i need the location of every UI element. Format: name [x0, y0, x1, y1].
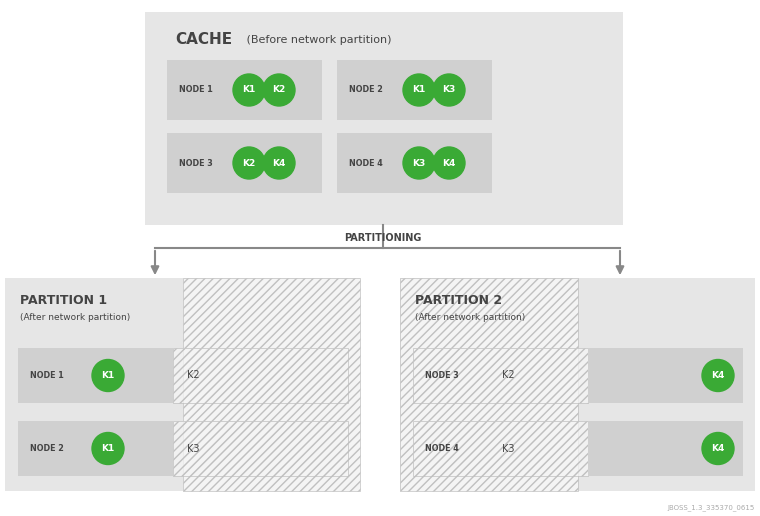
Text: (After network partition): (After network partition): [20, 314, 130, 322]
Text: K1: K1: [101, 444, 115, 453]
Text: JBOSS_1.3_335370_0615: JBOSS_1.3_335370_0615: [668, 504, 755, 511]
Bar: [18, 348, 173, 403]
Bar: [182, 278, 360, 491]
Circle shape: [233, 147, 265, 179]
Circle shape: [92, 432, 124, 464]
Circle shape: [702, 432, 734, 464]
Text: K2: K2: [502, 370, 515, 380]
Bar: [413, 348, 588, 403]
Text: NODE 3: NODE 3: [179, 158, 213, 168]
Bar: [588, 421, 743, 476]
Circle shape: [263, 147, 295, 179]
Bar: [173, 348, 348, 403]
Bar: [167, 133, 322, 193]
Text: K4: K4: [711, 371, 725, 380]
Text: K2: K2: [272, 86, 286, 94]
Text: PARTITION 2: PARTITION 2: [415, 294, 502, 307]
Text: K2: K2: [242, 158, 255, 168]
Text: (After network partition): (After network partition): [415, 314, 525, 322]
Bar: [400, 278, 755, 491]
Text: K1: K1: [413, 86, 426, 94]
Text: NODE 3: NODE 3: [425, 371, 459, 380]
Text: K3: K3: [442, 86, 456, 94]
Text: K2: K2: [187, 370, 199, 380]
Circle shape: [702, 360, 734, 392]
Text: NODE 4: NODE 4: [425, 444, 459, 453]
Text: K3: K3: [413, 158, 426, 168]
Bar: [167, 60, 322, 120]
Bar: [182, 278, 360, 491]
Bar: [413, 348, 588, 403]
Circle shape: [233, 74, 265, 106]
Text: K1: K1: [242, 86, 255, 94]
Text: (Before network partition): (Before network partition): [243, 35, 391, 45]
Bar: [588, 348, 743, 403]
Bar: [413, 421, 588, 476]
Text: NODE 4: NODE 4: [349, 158, 383, 168]
Circle shape: [92, 360, 124, 392]
Bar: [400, 278, 578, 491]
Bar: [5, 278, 360, 491]
Text: K4: K4: [442, 158, 456, 168]
Text: NODE 1: NODE 1: [30, 371, 64, 380]
Text: CACHE: CACHE: [175, 33, 232, 47]
Text: PARTITIONING: PARTITIONING: [344, 233, 422, 243]
Bar: [337, 133, 492, 193]
Circle shape: [433, 74, 465, 106]
Circle shape: [263, 74, 295, 106]
Text: K4: K4: [272, 158, 286, 168]
Circle shape: [403, 74, 435, 106]
Bar: [413, 421, 588, 476]
Bar: [18, 421, 173, 476]
Text: NODE 2: NODE 2: [349, 86, 383, 94]
Bar: [173, 421, 348, 476]
Bar: [337, 60, 492, 120]
Bar: [173, 421, 348, 476]
Circle shape: [433, 147, 465, 179]
Bar: [413, 348, 588, 403]
Text: K1: K1: [101, 371, 115, 380]
Text: K3: K3: [187, 443, 199, 454]
Bar: [400, 278, 578, 491]
Bar: [413, 421, 588, 476]
Bar: [145, 12, 623, 225]
Bar: [173, 348, 348, 403]
Circle shape: [403, 147, 435, 179]
Text: PARTITION 1: PARTITION 1: [20, 294, 107, 307]
Text: K4: K4: [711, 444, 725, 453]
Text: NODE 2: NODE 2: [30, 444, 64, 453]
Bar: [173, 421, 348, 476]
Text: NODE 1: NODE 1: [179, 86, 213, 94]
Text: K3: K3: [502, 443, 515, 454]
Bar: [173, 348, 348, 403]
